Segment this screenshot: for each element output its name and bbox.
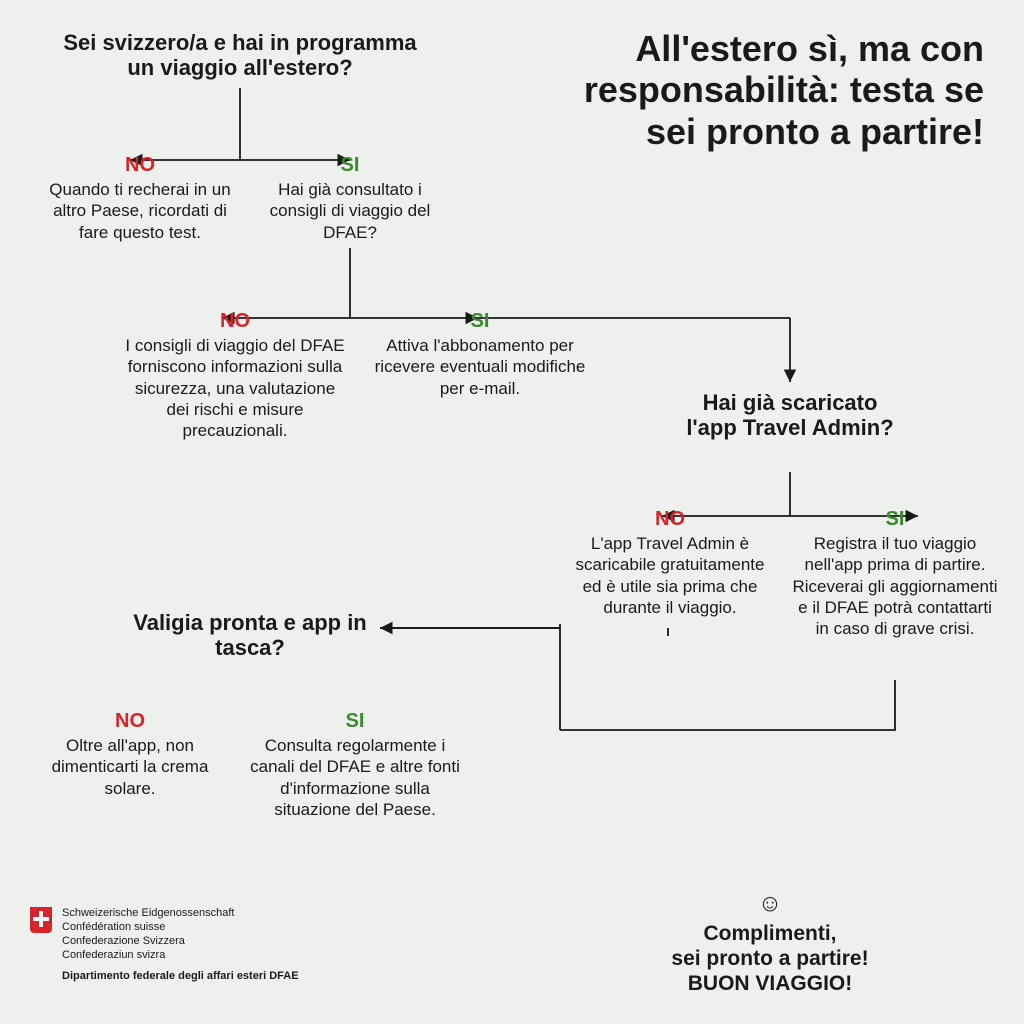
footer-text: Schweizerische Eidgenossenschaft Confédé… — [62, 907, 299, 984]
q2-no-body: I consigli di viaggio del DFAE forniscon… — [125, 335, 345, 441]
q3-yes: SI Registra il tuo viaggio nell'app prim… — [790, 508, 1000, 639]
q1-yes-body: Hai già consultato i consigli di viaggio… — [250, 179, 450, 243]
q2-no: NO I consigli di viaggio del DFAE fornis… — [125, 310, 345, 441]
question-3: Hai già scaricato l'app Travel Admin? — [680, 390, 900, 441]
final-line3: BUON VIAGGIO! — [688, 972, 853, 995]
yes-label: SI — [790, 508, 1000, 531]
yes-label: SI — [245, 710, 465, 733]
smiley-icon: ☺ — [640, 890, 900, 919]
no-label: NO — [570, 508, 770, 531]
yes-label: SI — [370, 310, 590, 333]
no-label: NO — [40, 154, 240, 177]
q1-no-body: Quando ti recherai in un altro Paese, ri… — [40, 179, 240, 243]
q1-no: NO Quando ti recherai in un altro Paese,… — [40, 154, 240, 243]
q3-no-body: L'app Travel Admin è scaricabile gratuit… — [570, 533, 770, 618]
footer-l1: Schweizerische Eidgenossenschaft — [62, 907, 299, 921]
footer-l4: Confederaziun svizra — [62, 949, 299, 963]
page-title: All'estero sì, ma con responsabilità: te… — [564, 28, 984, 152]
footer-l2: Confédération suisse — [62, 921, 299, 935]
q1-yes: SI Hai già consultato i consigli di viag… — [250, 154, 450, 243]
q3-no: NO L'app Travel Admin è scaricabile grat… — [570, 508, 770, 618]
footer: Schweizerische Eidgenossenschaft Confédé… — [30, 907, 299, 984]
question-4: Valigia pronta e app in tasca? — [130, 610, 370, 661]
q2-yes: SI Attiva l'abbonamento per ricevere eve… — [370, 310, 590, 399]
swiss-shield-icon — [30, 907, 52, 933]
footer-dept: Dipartimento federale degli affari ester… — [62, 970, 299, 984]
q2-yes-body: Attiva l'abbonamento per ricevere eventu… — [370, 335, 590, 399]
q3-yes-body: Registra il tuo viaggio nell'app prima d… — [790, 533, 1000, 639]
yes-label: SI — [250, 154, 450, 177]
q4-yes: SI Consulta regolarmente i canali del DF… — [245, 710, 465, 820]
no-label: NO — [125, 310, 345, 333]
q4-no: NO Oltre all'app, non dimenticarti la cr… — [35, 710, 225, 799]
final-line1: Complimenti, — [703, 922, 836, 945]
question-1: Sei svizzero/a e hai in programma un via… — [55, 30, 425, 81]
q4-no-body: Oltre all'app, non dimenticarti la crema… — [35, 735, 225, 799]
footer-l3: Confederazione Svizzera — [62, 935, 299, 949]
final-line2: sei pronto a partire! — [671, 947, 868, 970]
final-message: ☺ Complimenti, sei pronto a partire! BUO… — [640, 890, 900, 996]
no-label: NO — [35, 710, 225, 733]
q4-yes-body: Consulta regolarmente i canali del DFAE … — [245, 735, 465, 820]
